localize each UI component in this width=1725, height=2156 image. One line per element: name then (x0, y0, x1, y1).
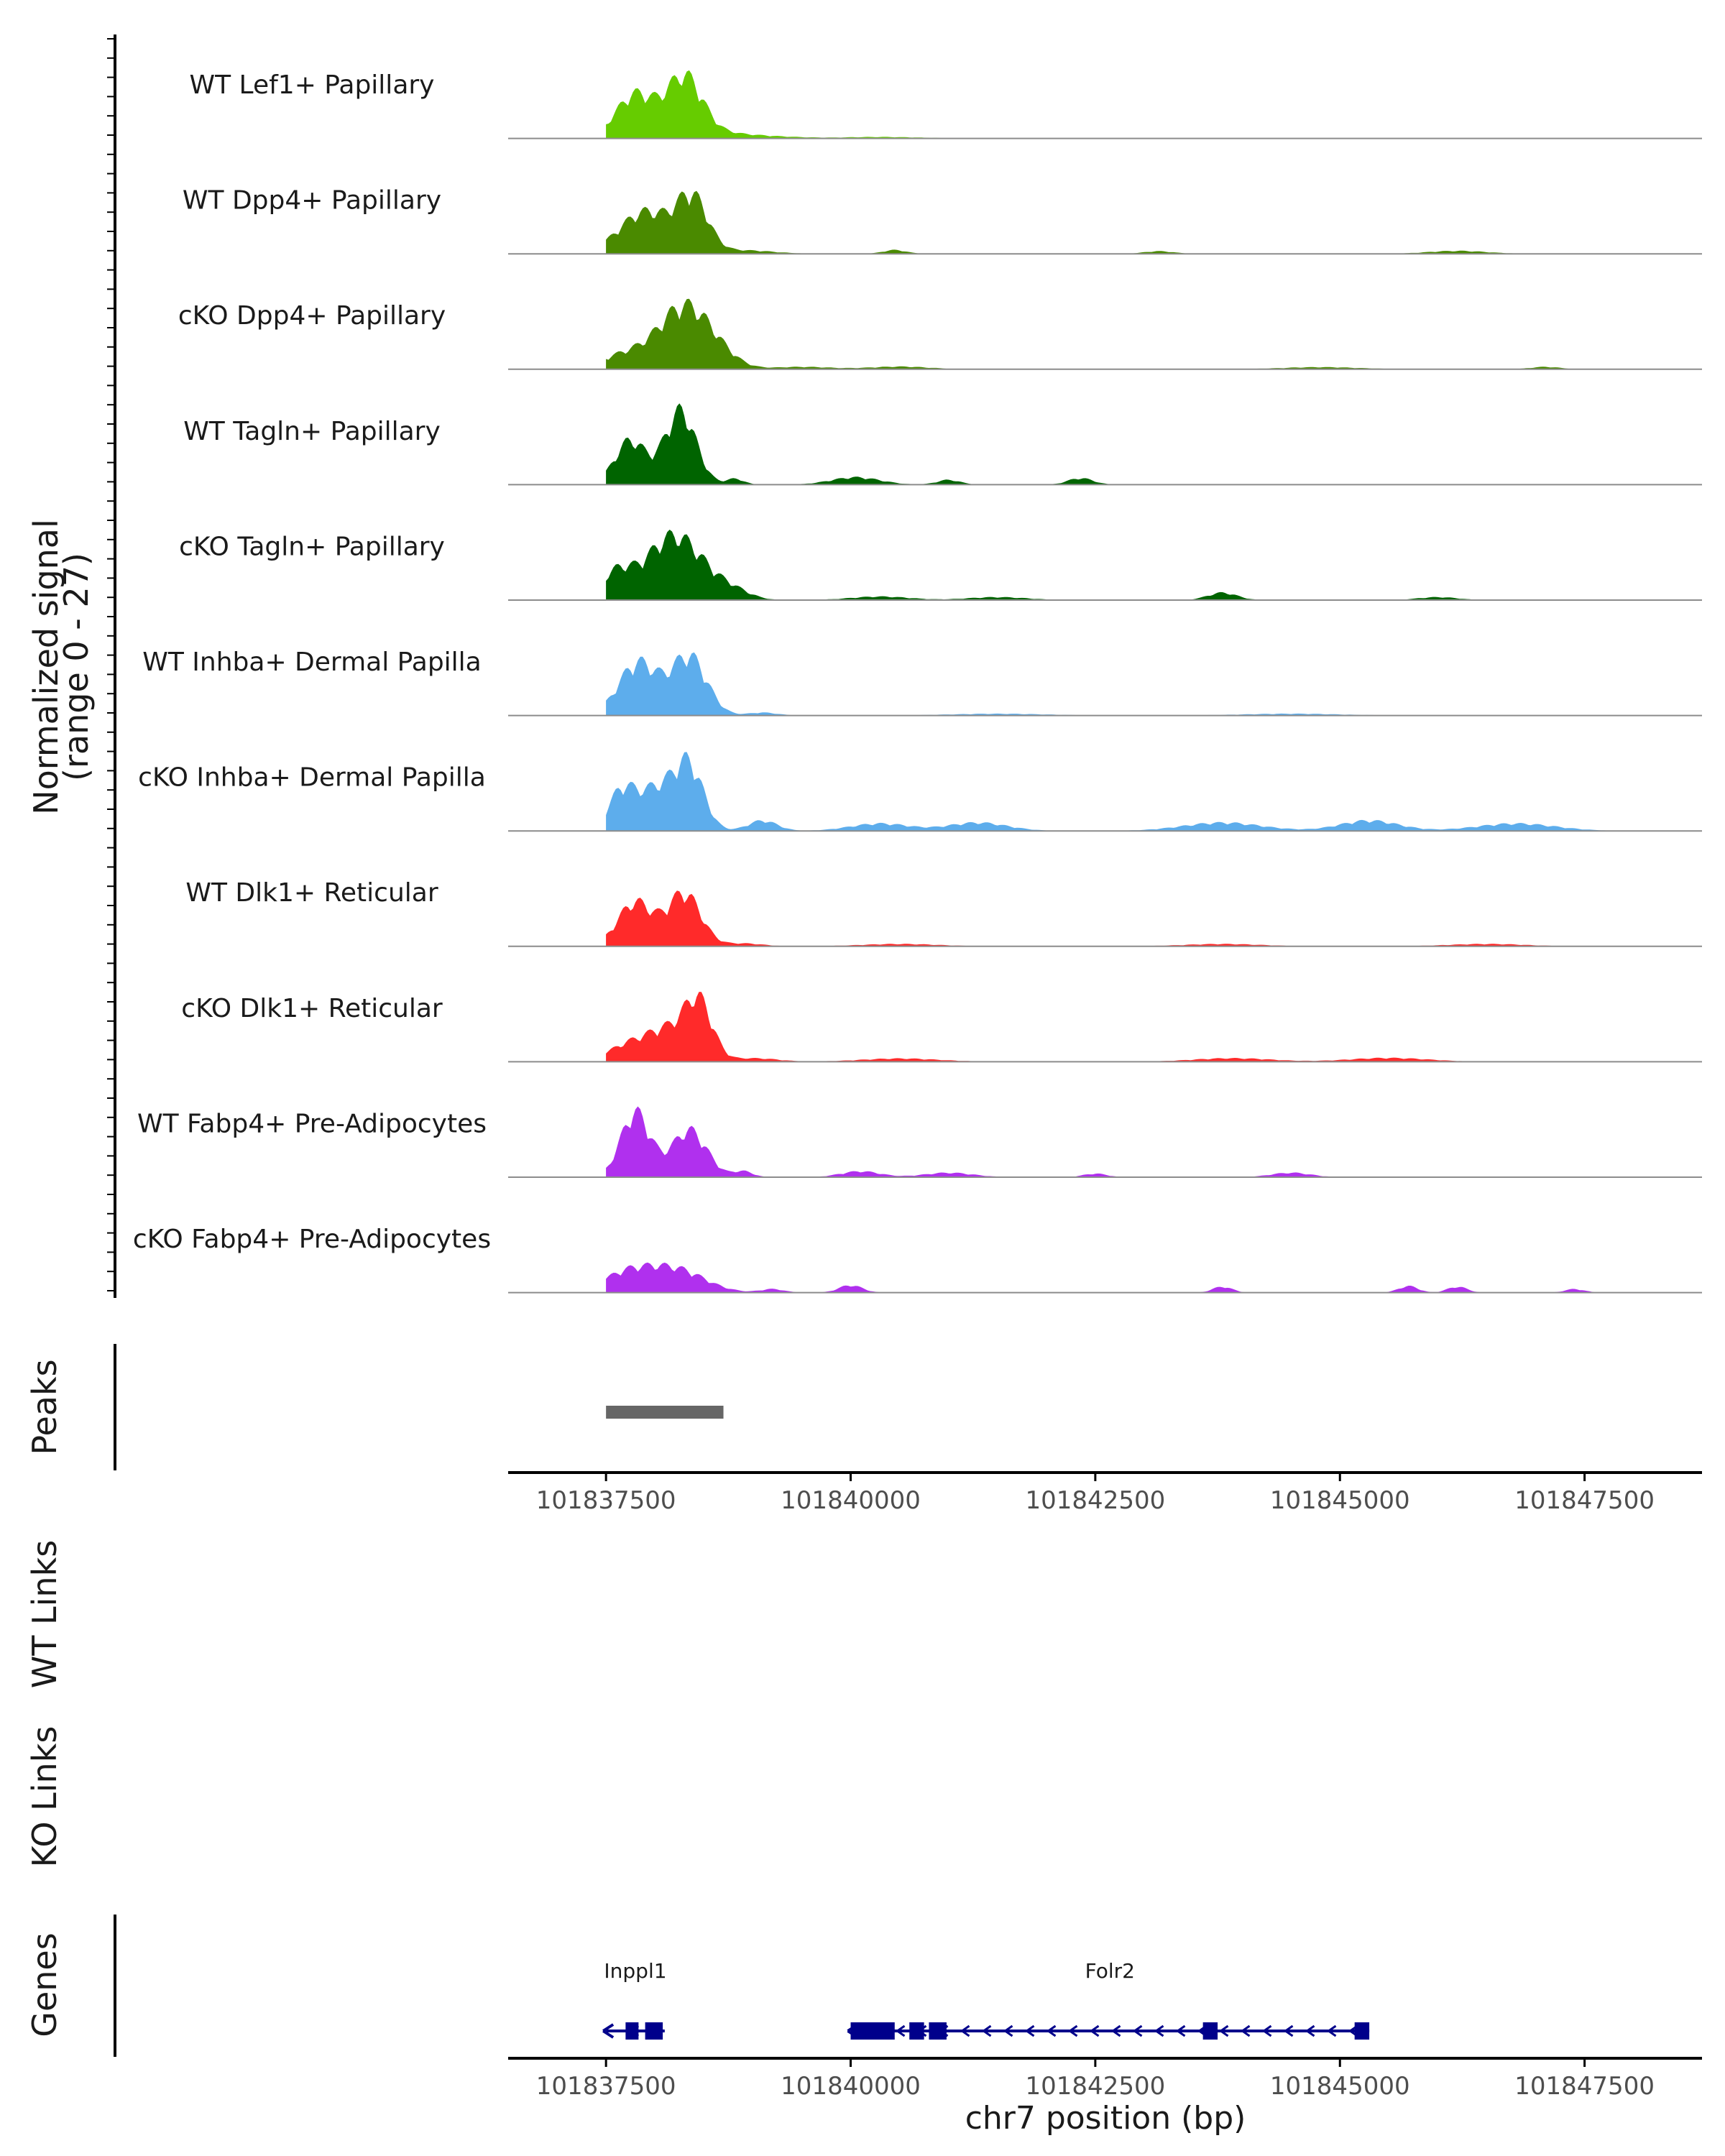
x-tick-label: 101842500 (1026, 2072, 1166, 2101)
signal-area (606, 1262, 1614, 1293)
exon (1202, 2022, 1218, 2040)
signal-area (606, 752, 1614, 831)
genes-x-ticks: 101837500 101840000 101842500 101845000 1018… (536, 2058, 1655, 2101)
track-label: WT Inhba+ Dermal Papilla (142, 648, 481, 677)
track-7: cKO Inhba+ Dermal Papilla (138, 752, 1702, 832)
track-4: WT Tagln+ Papillary (183, 403, 1702, 486)
strand-arrow (1132, 2024, 1143, 2037)
signal-area (606, 190, 1614, 254)
peak-region (606, 1406, 724, 1419)
gene-label: Inppl1 (604, 1959, 666, 1983)
track-label: WT Fabp4+ Pre-Adipocytes (137, 1109, 487, 1138)
strand-arrow (1218, 2024, 1229, 2037)
track-label: WT Dlk1+ Reticular (185, 878, 438, 908)
track-label: cKO Dlk1+ Reticular (181, 994, 443, 1023)
peak-regions (606, 1406, 724, 1419)
track-1: WT Lef1+ Papillary (190, 70, 1702, 139)
strand-arrow (981, 2024, 992, 2037)
signal-area (606, 403, 1614, 485)
strand-arrow (1003, 2024, 1013, 2037)
signal-area (606, 992, 1614, 1062)
track-6: WT Inhba+ Dermal Papilla (142, 648, 1702, 717)
exon (909, 2022, 924, 2040)
signal-area (606, 652, 1614, 716)
x-tick-label: 101840000 (781, 1486, 921, 1515)
gene-models: Inppl1 Folr2 (602, 1959, 1370, 2040)
strand-arrow (1261, 2024, 1272, 2037)
signal-area (606, 530, 1614, 600)
strand-arrow (1110, 2024, 1121, 2037)
track-9: cKO Dlk1+ Reticular (181, 992, 1702, 1063)
links-panel: WT Links KO Links (25, 1540, 64, 1868)
genes-panel-title: Genes (25, 1932, 64, 2037)
strand-arrow (1305, 2024, 1315, 2037)
x-tick-label: 101845000 (1270, 1486, 1410, 1515)
track-label: WT Tagln+ Papillary (183, 417, 441, 446)
peaks-panel-title: Peaks (25, 1359, 64, 1455)
gene-end-arrow (602, 2023, 615, 2039)
strand-arrow (1154, 2024, 1164, 2037)
coverage-panel: Normalized signal (range 0 - 27) WT Lef1… (27, 34, 1702, 1298)
strand-arrow (1283, 2024, 1294, 2037)
peaks-x-ticks: 101837500 101840000 101842500 101845000 1018… (536, 1473, 1655, 1515)
genes-panel: Genes Inppl1 Folr2 101837500 101840000 1018… (25, 1915, 1702, 2137)
x-tick-label: 101837500 (536, 2072, 676, 2101)
gene-Folr2: Folr2 (847, 1959, 1370, 2040)
exon (850, 2022, 895, 2040)
x-tick-label: 101847500 (1514, 2072, 1655, 2101)
coverage-y-ticks (107, 38, 115, 1291)
gene-label: Folr2 (1085, 1959, 1135, 1983)
track-label: cKO Fabp4+ Pre-Adipocytes (133, 1225, 491, 1254)
wt-links-title: WT Links (25, 1540, 64, 1688)
exon (929, 2022, 947, 2040)
track-label: cKO Inhba+ Dermal Papilla (138, 763, 486, 793)
track-label: cKO Dpp4+ Papillary (178, 301, 446, 331)
peaks-panel: Peaks 101837500 101840000 101842500 1018450… (25, 1344, 1702, 1515)
track-10: WT Fabp4+ Pre-Adipocytes (137, 1106, 1702, 1178)
track-label: WT Dpp4+ Papillary (183, 186, 441, 216)
signal-area (606, 70, 1614, 139)
track-2: WT Dpp4+ Papillary (183, 186, 1702, 255)
signal-tracks: WT Lef1+ Papillary WT Dpp4+ Papillary cKO … (133, 70, 1702, 1294)
strand-arrow (1240, 2024, 1251, 2037)
track-label: WT Lef1+ Papillary (190, 70, 435, 100)
signal-area (606, 298, 1614, 369)
x-axis-title: chr7 position (bp) (965, 2100, 1246, 2137)
gene-Inppl1: Inppl1 (602, 1959, 667, 2040)
signal-area (606, 1106, 1614, 1177)
track-3: cKO Dpp4+ Papillary (178, 298, 1702, 370)
track-8: WT Dlk1+ Reticular (185, 878, 1702, 947)
exon (645, 2022, 663, 2040)
ko-links-title: KO Links (25, 1726, 64, 1868)
strand-arrow (1175, 2024, 1186, 2037)
x-tick-label: 101837500 (536, 1486, 676, 1515)
strand-arrow (1024, 2024, 1035, 2037)
strand-arrow (1089, 2024, 1100, 2037)
strand-arrow (895, 2024, 906, 2037)
y-axis-title: Normalized signal (27, 519, 65, 815)
x-tick-label: 101845000 (1270, 2072, 1410, 2101)
track-5: cKO Tagln+ Papillary (179, 530, 1702, 601)
signal-area (606, 890, 1614, 946)
exon (1354, 2022, 1370, 2040)
track-label: cKO Tagln+ Papillary (179, 532, 445, 561)
x-tick-label: 101847500 (1514, 1486, 1655, 1515)
strand-arrow (1067, 2024, 1078, 2037)
x-tick-label: 101840000 (781, 2072, 921, 2101)
track-11: cKO Fabp4+ Pre-Adipocytes (133, 1225, 1702, 1294)
x-tick-label: 101842500 (1026, 1486, 1166, 1515)
strand-arrow (1326, 2024, 1337, 2037)
y-axis-range-subtitle: (range 0 - 27) (57, 553, 96, 781)
strand-arrow (960, 2024, 970, 2037)
exon (625, 2022, 639, 2040)
strand-arrow (1046, 2024, 1057, 2037)
